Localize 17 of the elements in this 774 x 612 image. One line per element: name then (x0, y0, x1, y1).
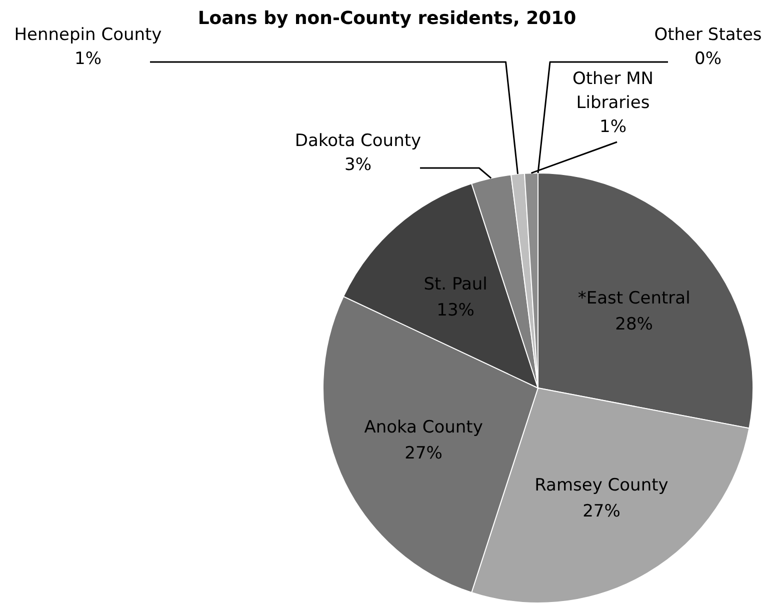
data-label: 28% (615, 314, 653, 335)
data-label: 27% (404, 444, 442, 464)
data-label: 1% (74, 49, 102, 69)
slice-label: St. Paul (424, 274, 488, 294)
slice-label: Anoka County (364, 418, 483, 438)
category-label: Other States (654, 25, 762, 45)
slice-label: Dakota County (294, 131, 422, 151)
slice-label: *East Central (578, 288, 690, 309)
text: 0% (694, 49, 722, 69)
data-label: 1% (600, 117, 626, 137)
slice-label: Ramsey County (534, 475, 668, 496)
data-label: 27% (582, 501, 620, 522)
chart-title: Loans by non-County residents, 2010 (198, 8, 576, 29)
data-label: 13% (436, 300, 474, 320)
slice-label: Hennepin County (14, 25, 162, 45)
data-label: 3% (344, 155, 372, 175)
slice-label: Other MN Libraries (572, 69, 654, 113)
